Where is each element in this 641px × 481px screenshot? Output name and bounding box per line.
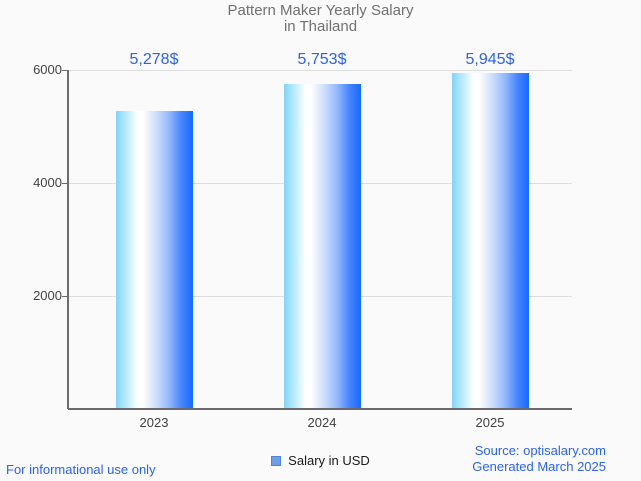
x-axis-label-2023: 2023 — [139, 415, 169, 430]
y-axis-label-6000: 6000 — [33, 62, 62, 77]
y-axis-line — [67, 70, 69, 409]
disclaimer-text: For informational use only — [6, 462, 156, 477]
value-label-2024: 5,753$ — [297, 51, 347, 68]
source-link[interactable]: Source: optisalary.com — [474, 443, 606, 458]
legend-label: Salary in USD — [288, 453, 370, 468]
y-axis-tick-6000 — [62, 70, 68, 71]
x-axis-line — [68, 408, 572, 410]
bar-2024[interactable] — [284, 84, 361, 408]
y-axis-label-4000: 4000 — [33, 175, 62, 190]
footer-source-block: Source: optisalary.com Generated March 2… — [472, 443, 606, 474]
legend: Salary in USD — [0, 454, 641, 469]
generated-date: Generated March 2025 — [472, 458, 606, 474]
chart-title: Pattern Maker Yearly Salary in Thailand — [0, 3, 641, 35]
bar-2025[interactable] — [452, 73, 529, 408]
value-label-2025: 5,945$ — [465, 51, 515, 68]
bar-2023[interactable] — [116, 111, 193, 408]
x-axis-label-2024: 2024 — [307, 415, 337, 430]
chart-title-line2: in Thailand — [283, 18, 358, 35]
gridline-6000 — [68, 70, 572, 71]
chart-title-line1: Pattern Maker Yearly Salary — [227, 2, 414, 19]
y-axis-tick-4000 — [62, 183, 68, 184]
y-axis-tick-2000 — [62, 296, 68, 297]
legend-swatch-icon — [271, 456, 282, 466]
x-axis-label-2025: 2025 — [475, 415, 505, 430]
y-axis-label-2000: 2000 — [33, 288, 62, 303]
value-label-2023: 5,278$ — [129, 51, 179, 68]
